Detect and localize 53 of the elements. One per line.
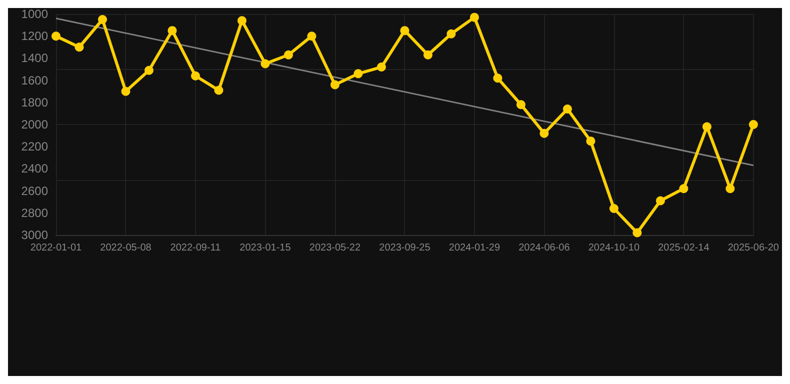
point (168, 26, 177, 36)
point (98, 15, 107, 24)
point (516, 100, 526, 110)
point (260, 59, 270, 68)
point (214, 86, 224, 95)
point (52, 32, 60, 41)
point (726, 184, 735, 194)
point (400, 26, 410, 36)
y-tick-label: 1800 (21, 95, 48, 110)
point (144, 66, 154, 75)
point (632, 228, 642, 238)
y-tick-label: 2600 (21, 184, 48, 198)
point (702, 122, 712, 132)
point (748, 120, 758, 129)
point (609, 204, 618, 213)
x-tick-label: 2023-05-22 (309, 242, 361, 254)
y-tick-label: 1400 (21, 51, 48, 66)
y-tick-label: 3000 (21, 228, 48, 242)
point (423, 50, 432, 60)
x-tick-label: 2025-02-14 (658, 242, 710, 254)
x-tick-label: 2024-10-10 (588, 242, 640, 254)
x-tick-label: 2025-06-20 (728, 242, 780, 254)
y-tick-label: 2400 (21, 162, 48, 176)
y-tick-label: 2200 (21, 140, 48, 154)
x-tick-label: 2022-01-01 (30, 242, 82, 254)
x-tick-label: 2024-06-06 (518, 242, 570, 254)
point (540, 128, 549, 138)
y-tick-label: 1000 (21, 7, 48, 21)
x-tick-label: 2023-09-25 (379, 242, 431, 254)
point (470, 12, 479, 22)
point (376, 62, 386, 72)
point (284, 50, 293, 60)
point (679, 184, 688, 194)
x-tick-label: 2022-05-08 (100, 242, 152, 254)
y-tick-label: 1200 (21, 29, 48, 44)
y-tick-label: 1600 (21, 73, 48, 88)
point (307, 32, 316, 41)
point (562, 104, 572, 114)
x-tick-label: 2024-01-29 (448, 242, 500, 254)
x-tick-label: 2022-09-11 (170, 242, 222, 254)
point (190, 71, 200, 80)
point (446, 29, 456, 38)
point (354, 69, 363, 78)
point (330, 80, 340, 90)
y-tick-label: 2800 (21, 206, 48, 220)
point (121, 86, 130, 96)
point (74, 42, 84, 52)
x-tick-label: 2023-01-15 (240, 242, 292, 254)
y-tick-label: 2000 (21, 118, 48, 132)
point (237, 16, 246, 26)
point (656, 196, 665, 206)
point (493, 74, 502, 83)
point (586, 136, 596, 146)
